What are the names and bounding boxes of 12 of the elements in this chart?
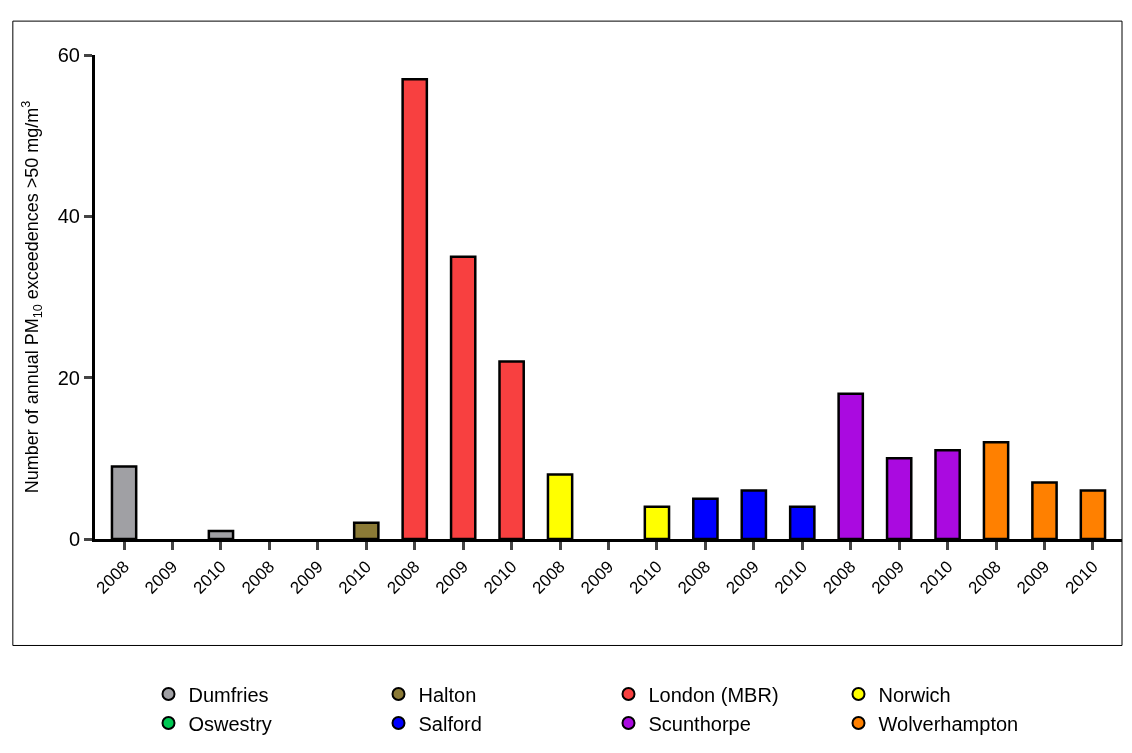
legend-label: Wolverhampton xyxy=(878,712,1019,735)
legend-label: Oswestry xyxy=(188,712,272,735)
y-tick-label: 40 xyxy=(57,205,80,228)
y-tick-label: 20 xyxy=(57,366,80,389)
legend-label: Scunthorpe xyxy=(648,712,751,735)
legend-label: Norwich xyxy=(878,683,951,706)
legend-label: Salford xyxy=(418,712,482,735)
y-tick-label: 60 xyxy=(57,44,80,66)
y-tick-label: 0 xyxy=(68,528,80,550)
legend-label: London (MBR) xyxy=(648,683,779,706)
legend-label: Halton xyxy=(418,683,477,706)
legend-label: Dumfries xyxy=(188,683,269,706)
